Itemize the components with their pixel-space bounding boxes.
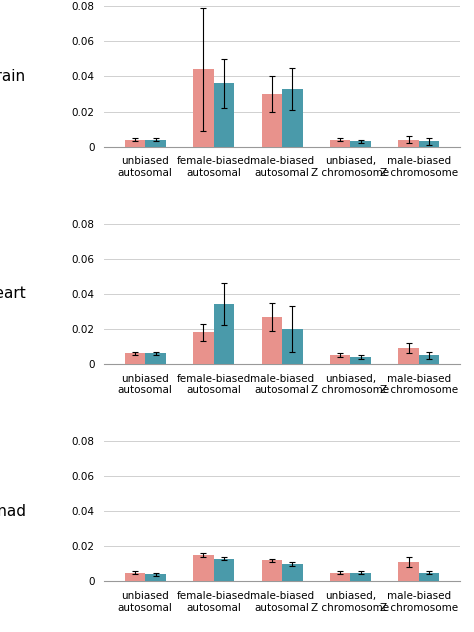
Bar <box>193 555 214 581</box>
Bar <box>214 83 234 147</box>
Bar <box>146 574 166 581</box>
Bar <box>125 573 146 581</box>
Bar <box>330 355 350 364</box>
Bar <box>419 355 439 364</box>
Bar <box>193 70 214 147</box>
Bar <box>419 142 439 147</box>
Text: Brain: Brain <box>0 69 26 84</box>
Bar <box>146 140 166 147</box>
Text: Gonad: Gonad <box>0 504 26 519</box>
Bar <box>398 348 419 364</box>
Bar <box>350 142 371 147</box>
Bar <box>330 140 350 147</box>
Bar <box>214 559 234 581</box>
Bar <box>125 140 146 147</box>
Bar <box>330 573 350 581</box>
Bar <box>350 357 371 364</box>
Bar <box>282 564 302 581</box>
Bar <box>282 88 302 147</box>
Bar <box>398 562 419 581</box>
Bar <box>125 353 146 364</box>
Bar <box>193 332 214 364</box>
Bar <box>262 561 282 581</box>
Bar <box>146 353 166 364</box>
Bar <box>350 573 371 581</box>
Bar <box>262 94 282 147</box>
Bar <box>419 573 439 581</box>
Bar <box>398 140 419 147</box>
Bar <box>214 305 234 364</box>
Bar <box>282 329 302 364</box>
Text: Heart: Heart <box>0 286 26 301</box>
Bar <box>262 317 282 364</box>
